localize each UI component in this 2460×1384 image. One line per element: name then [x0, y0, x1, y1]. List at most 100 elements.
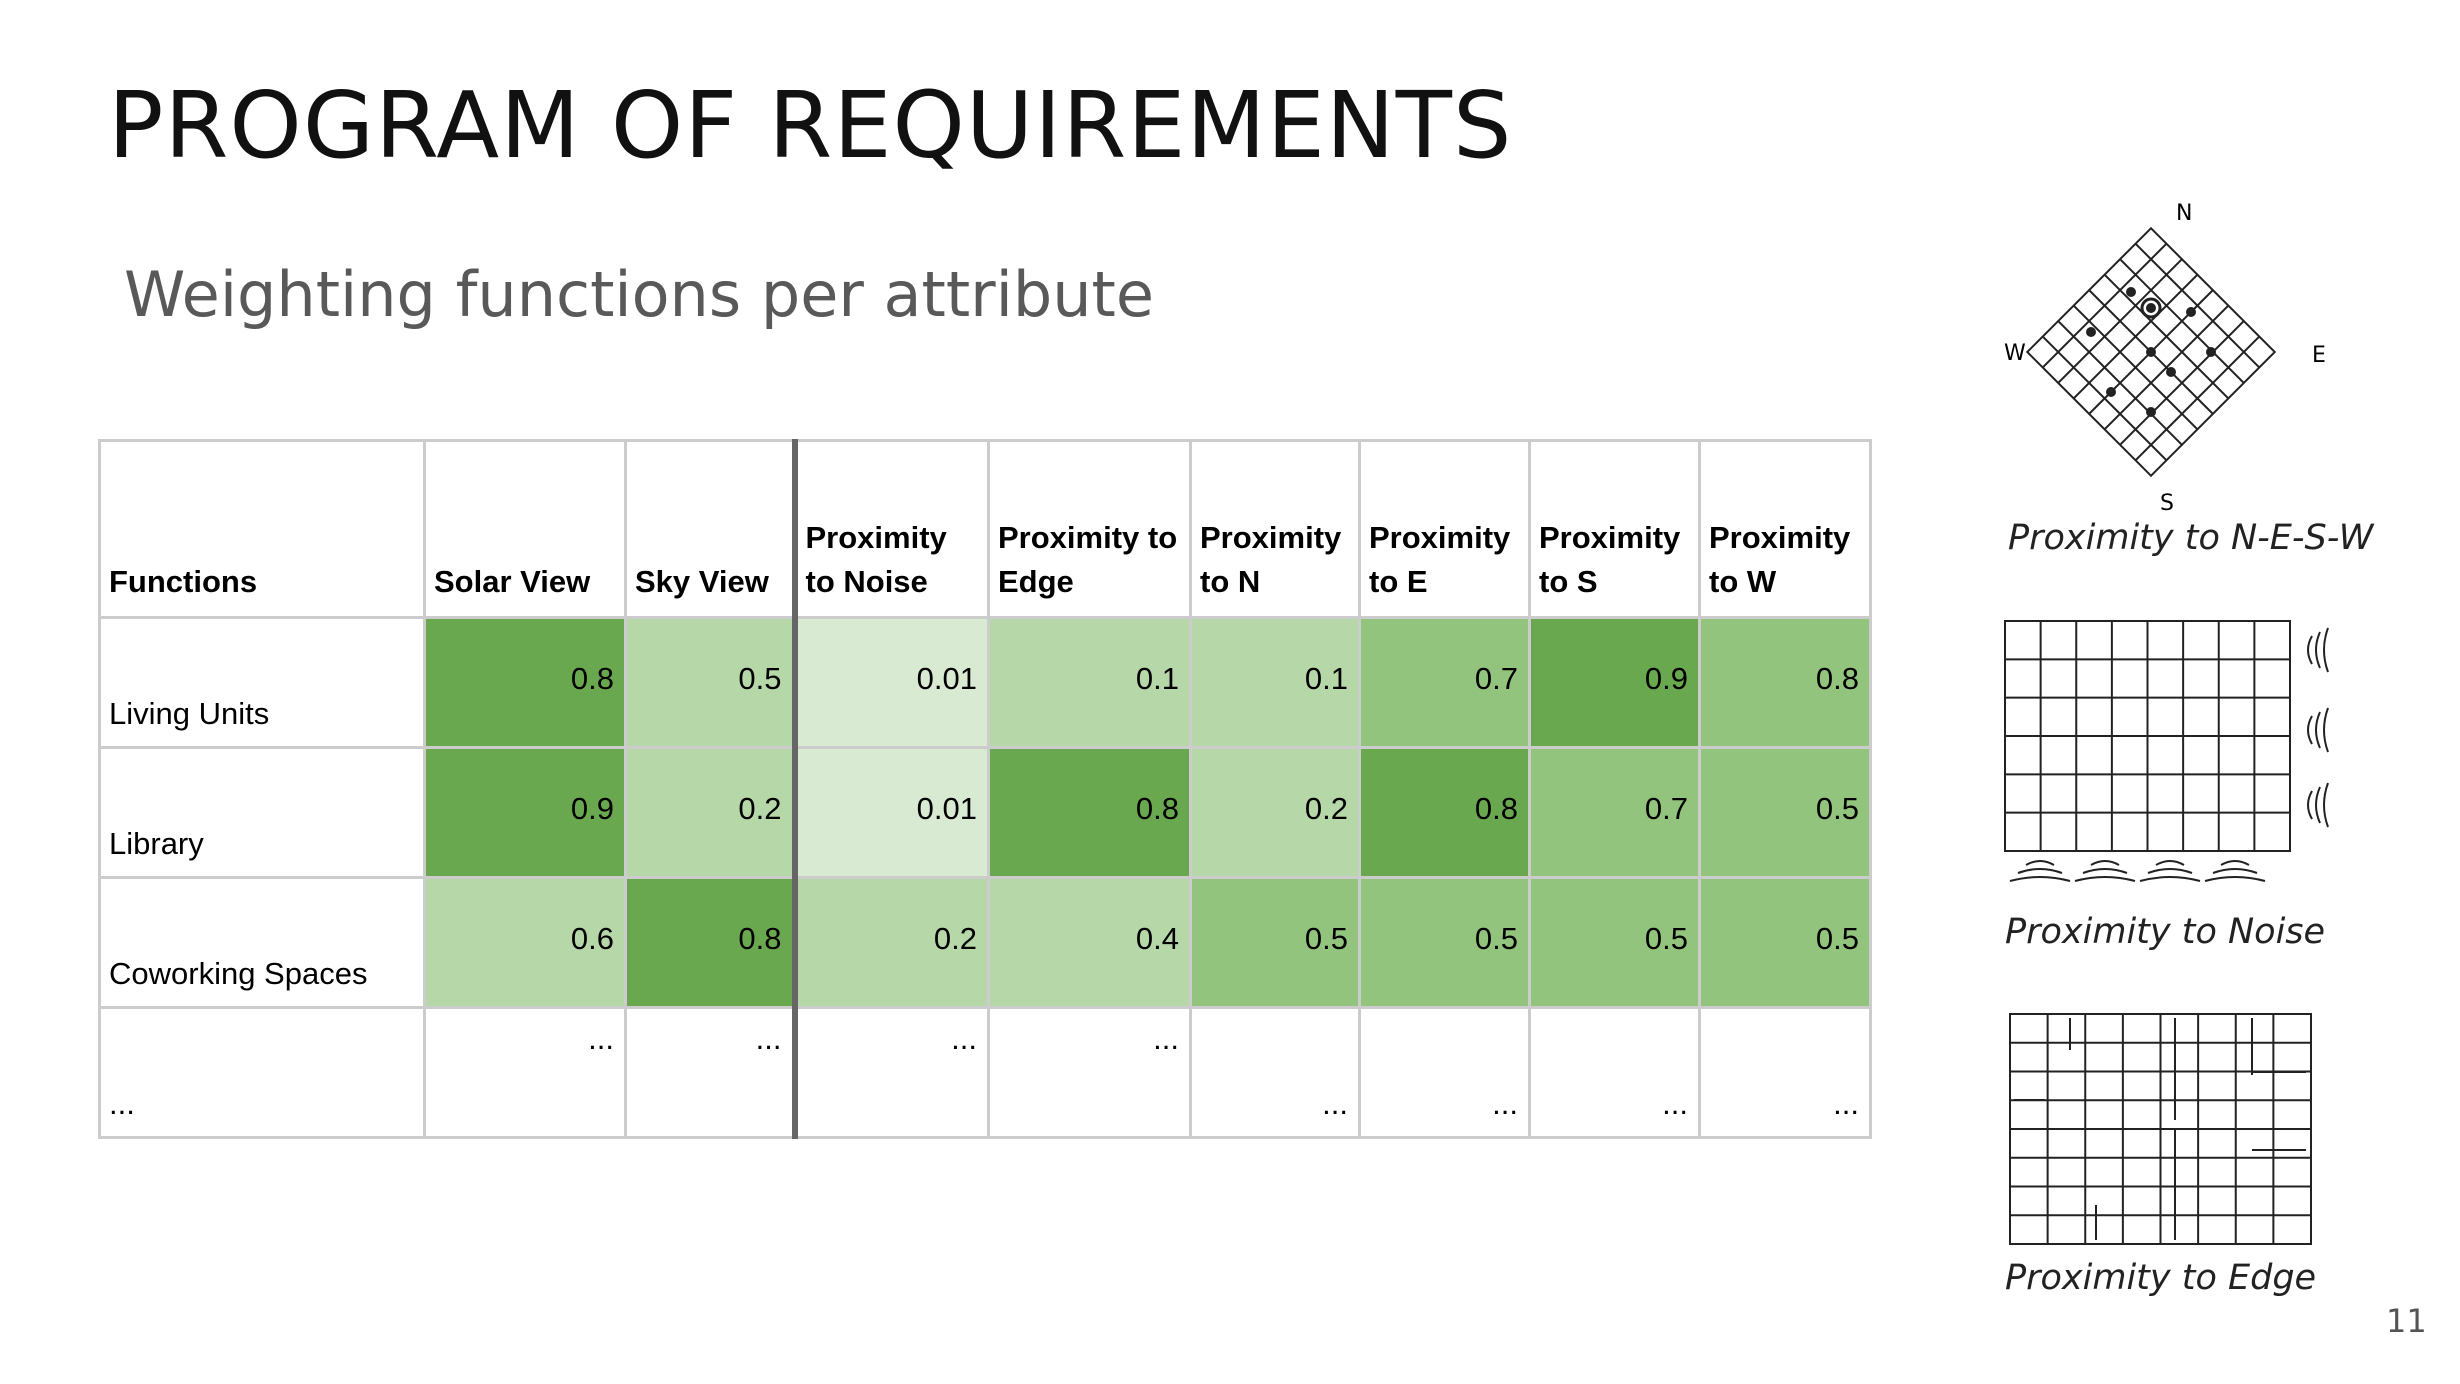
value-cell: 0.2 — [791, 876, 990, 1009]
row-label-cell: ... — [98, 1006, 426, 1139]
column-header: Proximity to Noise — [791, 439, 990, 619]
noise-wave — [2204, 876, 2266, 882]
cell-value: 0.6 — [570, 921, 614, 956]
value-cell: 0.5 — [624, 616, 796, 749]
cell-value: ... — [588, 1021, 614, 1056]
cell-value: 0.9 — [570, 791, 614, 826]
noise-grid — [2004, 620, 2291, 852]
value-cell: 0.5 — [1189, 876, 1361, 1009]
compass-label: W — [2004, 341, 2026, 366]
row-label-cell: Coworking Spaces — [98, 876, 426, 1009]
sketch-line — [2119, 258, 2245, 384]
noise-wave — [2017, 868, 2063, 874]
value-cell: 0.6 — [423, 876, 627, 1009]
value-cell: 0.7 — [1358, 616, 1531, 749]
cell-value: 0.2 — [933, 921, 977, 956]
cell-value: 0.8 — [570, 661, 614, 696]
cell-value: 0.2 — [738, 791, 782, 826]
value-cell: 0.8 — [624, 876, 796, 1009]
sketch-dot — [2206, 347, 2216, 357]
table-row: Coworking Spaces 0.6 0.8 0.2 0.4 0.5 0.5 0.5 0.5 — [98, 876, 1872, 1009]
cell-value: 0.2 — [1304, 791, 1348, 826]
row-label-cell: Library — [98, 746, 426, 879]
cell-value: 0.5 — [1644, 921, 1688, 956]
noise-wave — [2147, 868, 2193, 874]
value-cell: 0.8 — [1358, 746, 1531, 879]
noise-wave — [2315, 786, 2321, 824]
cell-value: 0.4 — [1135, 921, 1179, 956]
sketch-line — [2042, 335, 2168, 461]
subtitle: Weighting functions per attribute — [124, 258, 1154, 331]
value-cell: 0.2 — [624, 746, 796, 879]
cell-value: 0.5 — [1815, 791, 1859, 826]
value-cell: 0.5 — [1528, 876, 1701, 1009]
cell-value: 0.7 — [1474, 661, 1518, 696]
value-cell: 0.8 — [1698, 616, 1872, 749]
noise-wave — [2074, 876, 2136, 882]
header-row: Functions Solar View Sky View Proximity to … — [98, 439, 1872, 619]
noise-wave — [2307, 790, 2313, 820]
value-cell: 0.5 — [1358, 876, 1531, 1009]
row-label: Library — [109, 826, 204, 861]
table-row: Living Units 0.8 0.5 0.01 0.1 0.1 0.7 0.9 0.8 — [98, 616, 1872, 749]
cell-value: ... — [1662, 1086, 1688, 1121]
value-cell: 0.9 — [1528, 616, 1701, 749]
value-cell: 0.1 — [987, 616, 1192, 749]
sketch-target — [2140, 297, 2162, 319]
value-cell: 0.4 — [987, 876, 1192, 1009]
noise-wave — [2025, 860, 2055, 866]
edge-grid — [2009, 1013, 2312, 1245]
noise-wave — [2212, 868, 2258, 874]
value-cell: ... — [423, 1006, 627, 1139]
row-label: ... — [109, 1086, 135, 1121]
value-cell: 0.1 — [1189, 616, 1361, 749]
column-header: Proximity to Edge — [987, 439, 1192, 619]
value-cell: 0.5 — [1698, 876, 1872, 1009]
noise-wave — [2307, 715, 2313, 745]
sketch-target-dot — [2146, 303, 2156, 313]
cell-value: 0.5 — [1304, 921, 1348, 956]
noise-wave — [2307, 635, 2313, 665]
column-header: Proximity to S — [1528, 439, 1701, 619]
noise-wave — [2090, 860, 2120, 866]
noise-wave — [2082, 868, 2128, 874]
value-cell: ... — [1528, 1006, 1701, 1139]
value-cell: 0.9 — [423, 746, 627, 879]
column-header: Solar View — [423, 439, 627, 619]
column-header: Proximity to W — [1698, 439, 1872, 619]
column-header: Proximity to N — [1189, 439, 1361, 619]
cell-value: 0.5 — [738, 661, 782, 696]
noise-wave — [2009, 876, 2071, 882]
cell-value: 0.7 — [1644, 791, 1688, 826]
cell-value: 0.8 — [1474, 791, 1518, 826]
value-cell: 0.01 — [791, 746, 990, 879]
cell-value: 0.8 — [1815, 661, 1859, 696]
figure-caption: Proximity to N-E-S-W — [2008, 518, 2374, 558]
cell-value: 0.01 — [916, 791, 977, 826]
noise-wave — [2323, 627, 2329, 673]
value-cell: 0.2 — [1189, 746, 1361, 879]
sketch-line — [2103, 273, 2230, 400]
value-cell: ... — [987, 1006, 1192, 1139]
compass-label: S — [2160, 491, 2174, 516]
table-row: ........................... — [98, 1006, 1872, 1139]
noise-wave — [2323, 782, 2329, 828]
value-cell: 0.7 — [1528, 746, 1701, 879]
row-label-cell: Living Units — [98, 616, 426, 749]
row-label: Living Units — [109, 696, 270, 731]
cell-value: ... — [951, 1021, 977, 1056]
cell-value: 0.9 — [1644, 661, 1688, 696]
sketch-line — [2072, 304, 2199, 431]
cell-value: 0.5 — [1474, 921, 1518, 956]
cell-value: 0.5 — [1815, 921, 1859, 956]
sketch-dot — [2106, 387, 2116, 397]
value-cell: ... — [791, 1006, 990, 1139]
page-number: 11 — [2386, 1302, 2427, 1340]
sketch-line — [2057, 320, 2183, 446]
cell-value: ... — [1153, 1021, 1179, 1056]
compass-label: N — [2176, 201, 2192, 226]
cell-value: 0.8 — [738, 921, 782, 956]
value-cell: 0.5 — [1698, 746, 1872, 879]
requirements-table: Functions Solar View Sky View Proximity to … — [98, 439, 1872, 1139]
